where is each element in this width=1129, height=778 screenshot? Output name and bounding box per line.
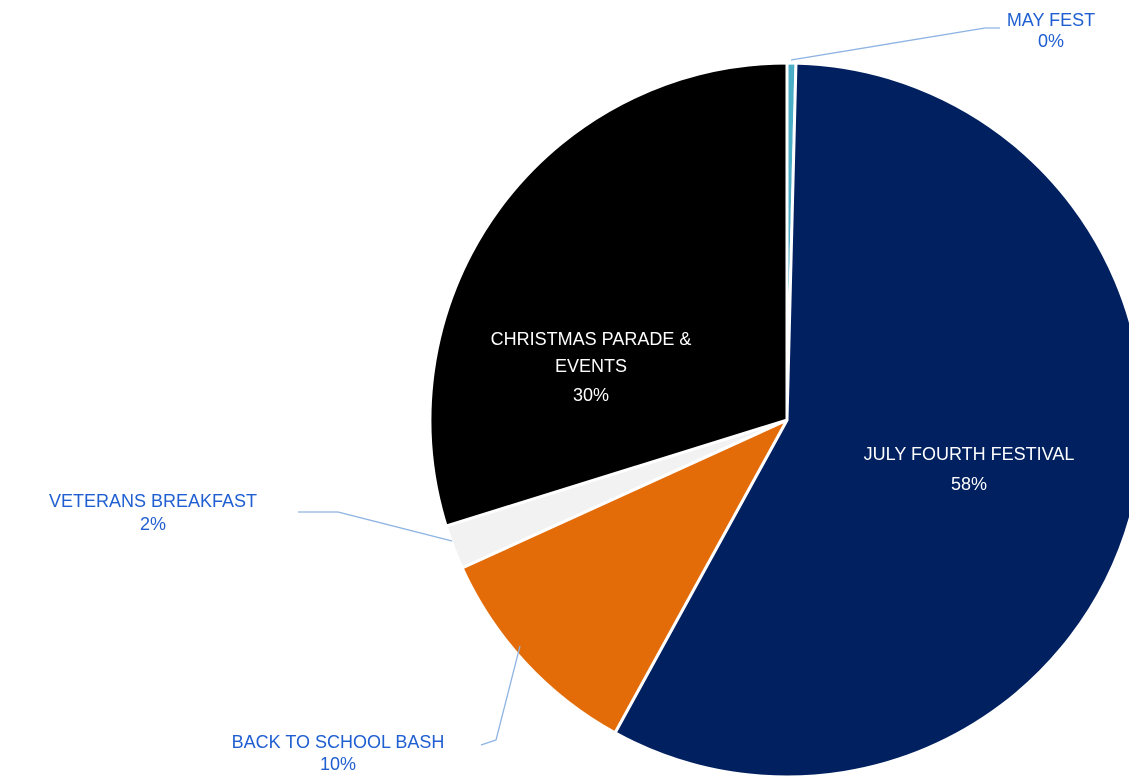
category-label-christmas-parade-and-events-line-2: EVENTS bbox=[555, 356, 627, 376]
category-label-july-fourth-festival: JULY FOURTH FESTIVAL bbox=[864, 444, 1075, 464]
pie-slice-back-to-school-bash bbox=[460, 418, 789, 735]
category-label-veterans-breakfast: VETERANS BREAKFAST bbox=[49, 491, 257, 511]
pie-slices bbox=[428, 61, 1129, 778]
pie-slice-christmas-parade-and-events bbox=[428, 61, 789, 528]
percent-label-veterans-breakfast: 2% bbox=[140, 514, 166, 534]
leader-line-veterans-breakfast bbox=[298, 511, 453, 542]
leader-line-back-to-school-bash bbox=[480, 645, 521, 746]
leader-lines bbox=[298, 27, 1000, 746]
leader-line-may-fest bbox=[790, 27, 1000, 61]
category-label-christmas-parade-and-events-line-1: CHRISTMAS PARADE & bbox=[491, 329, 692, 349]
category-label-back-to-school-bash: BACK TO SCHOOL BASH bbox=[232, 732, 445, 752]
category-label-may-fest: MAY FEST bbox=[1007, 10, 1095, 30]
percent-label-may-fest: 0% bbox=[1038, 31, 1064, 51]
pie-slice-july-fourth-festival bbox=[613, 61, 1129, 778]
percent-label-back-to-school-bash: 10% bbox=[320, 754, 356, 774]
percent-label-christmas-parade-and-events: 30% bbox=[573, 385, 609, 405]
percent-label-july-fourth-festival: 58% bbox=[951, 474, 987, 494]
